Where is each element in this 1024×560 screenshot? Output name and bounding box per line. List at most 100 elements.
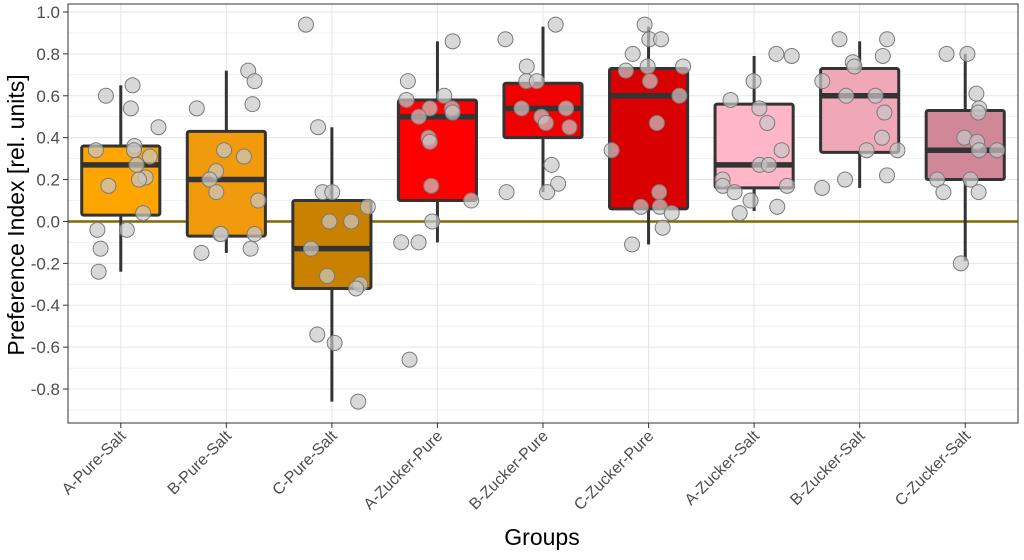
data-point (543, 156, 560, 173)
y-tick-label: 0.0 (36, 212, 60, 231)
data-point (130, 171, 147, 188)
data-point (858, 142, 875, 159)
data-point (722, 91, 739, 108)
x-tick-label: C-Zucker-Salt (892, 427, 974, 509)
data-point (654, 219, 671, 236)
y-tick-label: -0.8 (31, 380, 60, 399)
data-point (814, 73, 831, 90)
data-point (208, 184, 225, 201)
data-point (639, 58, 656, 75)
data-point (497, 31, 514, 48)
data-point (303, 240, 320, 257)
data-point (675, 58, 692, 75)
data-point (874, 47, 891, 64)
data-point (989, 142, 1006, 159)
data-point (837, 171, 854, 188)
data-point (935, 184, 952, 201)
data-point (929, 171, 946, 188)
data-point (201, 171, 218, 188)
data-point (783, 47, 800, 64)
data-point (742, 192, 759, 209)
data-point (398, 91, 415, 108)
data-point (350, 393, 367, 410)
data-point (87, 142, 104, 159)
data-point (326, 334, 343, 351)
jitter-points (87, 16, 1006, 410)
data-point (959, 45, 976, 62)
data-point (624, 236, 641, 253)
y-tick-label: 0.8 (36, 45, 60, 64)
data-point (779, 177, 796, 194)
x-tick-label: C-Pure-Salt (270, 427, 342, 499)
data-point (128, 156, 145, 173)
data-point (760, 156, 777, 173)
y-axis-title: Preference Index [rel. units] (3, 74, 29, 355)
data-point (768, 45, 785, 62)
data-point (617, 62, 634, 79)
data-point (652, 31, 669, 48)
x-axis-title: Groups (504, 524, 579, 550)
data-point (642, 73, 659, 90)
y-tick-label: -0.6 (31, 338, 60, 357)
data-point (246, 226, 263, 243)
data-point (867, 87, 884, 104)
data-point (399, 73, 416, 90)
data-point (632, 198, 649, 215)
data-point (879, 31, 896, 48)
data-point (879, 167, 896, 184)
data-point (561, 119, 578, 136)
data-point (135, 205, 152, 222)
data-point (188, 100, 205, 117)
data-point (410, 108, 427, 125)
data-point (876, 104, 893, 121)
data-point (244, 96, 261, 113)
data-point (663, 205, 680, 222)
data-point (889, 142, 906, 159)
data-point (122, 100, 139, 117)
data-point (528, 73, 545, 90)
y-tick-label: -0.4 (31, 296, 60, 315)
data-point (968, 85, 985, 102)
data-point (343, 213, 360, 230)
data-point (150, 119, 167, 136)
data-point (421, 133, 438, 150)
data-point (814, 179, 831, 196)
data-point (246, 73, 263, 90)
data-point (212, 226, 229, 243)
data-point (324, 184, 341, 201)
data-point (401, 351, 418, 368)
data-point (603, 142, 620, 159)
data-point (348, 280, 365, 297)
data-point (424, 213, 441, 230)
x-tick-label: A-Zucker-Salt (682, 427, 764, 509)
data-point (193, 244, 210, 261)
data-point (962, 171, 979, 188)
data-point (444, 104, 461, 121)
data-point (513, 100, 530, 117)
data-point (242, 240, 259, 257)
data-point (751, 100, 768, 117)
data-point (498, 184, 515, 201)
data-point (393, 234, 410, 251)
data-point (100, 177, 117, 194)
data-point (410, 234, 427, 251)
x-tick-label: C-Zucker-Pure (571, 428, 657, 514)
y-tick-label: 0.6 (36, 87, 60, 106)
data-point (421, 100, 438, 117)
x-tick-label: A-Zucker-Pure (361, 428, 447, 514)
data-point (436, 87, 453, 104)
data-point (745, 73, 762, 90)
data-point (731, 205, 748, 222)
data-point (309, 326, 326, 343)
data-point (359, 198, 376, 215)
data-point (518, 58, 535, 75)
data-point (89, 221, 106, 238)
data-point (141, 148, 158, 165)
y-tick-label: 0.2 (36, 171, 60, 190)
data-point (125, 142, 142, 159)
data-point (547, 16, 564, 33)
data-point (423, 177, 440, 194)
data-point (970, 104, 987, 121)
